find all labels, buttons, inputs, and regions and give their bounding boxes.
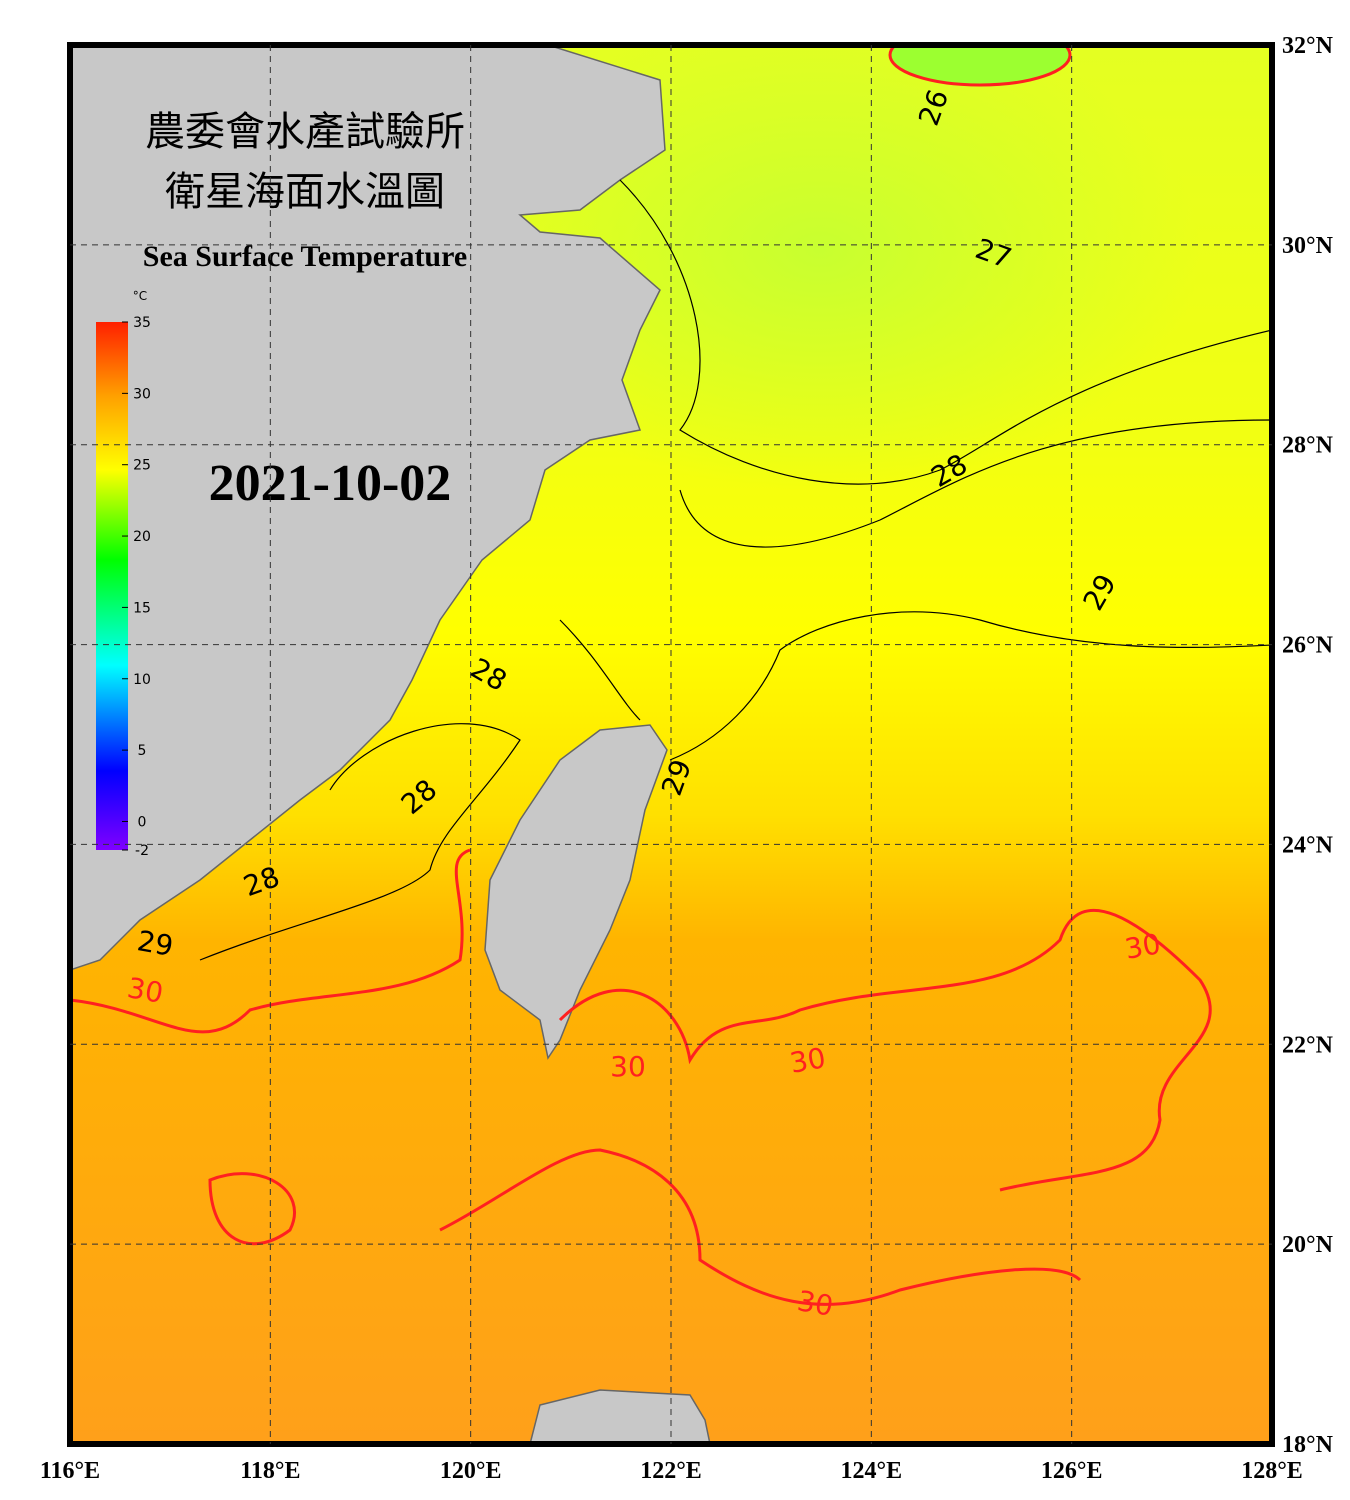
lat-tick-label: 28°N [1282,433,1334,459]
contour-label: 29 [135,924,176,963]
contours [199,179,1272,961]
lat-tick-label: 24°N [1282,832,1334,858]
lat-tick-label: 32°N [1282,33,1334,59]
colorbar-tick-label: -2 [135,843,149,859]
date: 2021-10-02 [209,455,452,512]
lat-tick-label: 20°N [1282,1232,1334,1258]
colorbar [96,322,128,850]
lon-tick-label: 126°E [1041,1458,1103,1484]
taiwan [484,724,668,1060]
mainland [70,45,666,971]
title-en: Sea Surface Temperature [143,240,467,273]
title-zh-1: 農委會水產試驗所 [145,109,465,154]
lon-tick-label: 116°E [40,1458,100,1484]
colorbar-tick-label: 0 [138,814,147,830]
lon-tick-label: 120°E [440,1458,502,1484]
lat-tick-label: 22°N [1282,1032,1334,1058]
lon-tick-label: 118°E [240,1458,300,1484]
lat-tick-label: 30°N [1282,233,1334,259]
contour-label: 30 [787,1041,828,1080]
luzon [529,1389,711,1444]
lat-tick-label: 18°N [1282,1432,1334,1458]
contour-30c [208,1172,297,1246]
colorbar-tick-label: 30 [133,386,151,402]
contours-30 [70,848,1212,1306]
contour-label: 30 [795,1284,836,1323]
contour-label: 30 [610,1050,646,1083]
lon-tick-label: 124°E [841,1458,903,1484]
contour-29 [669,611,1272,761]
cool-core [888,45,1072,87]
contour-label: 30 [1122,927,1163,966]
contour-30b [558,908,1212,1192]
colorbar-tick-label: 5 [138,743,147,759]
title-zh-2: 衛星海面水溫圖 [165,169,445,214]
colorbar-tick-label: 20 [133,529,151,545]
contour-label: 30 [125,971,166,1010]
lat-tick-label: 26°N [1282,633,1334,659]
colorbar-unit: °C [133,289,147,303]
contour-28 [559,419,1272,721]
colorbar-tick-label: 35 [133,315,151,331]
colorbar-tick-label: 10 [133,672,151,688]
contour-30a [70,848,471,1034]
colorbar-tick-label: 15 [133,600,151,616]
lon-tick-label: 122°E [640,1458,702,1484]
contour-27 [619,179,1272,485]
colorbar-tick-label: 25 [133,458,151,474]
contour-28b [199,723,521,961]
contour-30d [439,1148,1082,1306]
lon-tick-label: 128°E [1241,1458,1303,1484]
